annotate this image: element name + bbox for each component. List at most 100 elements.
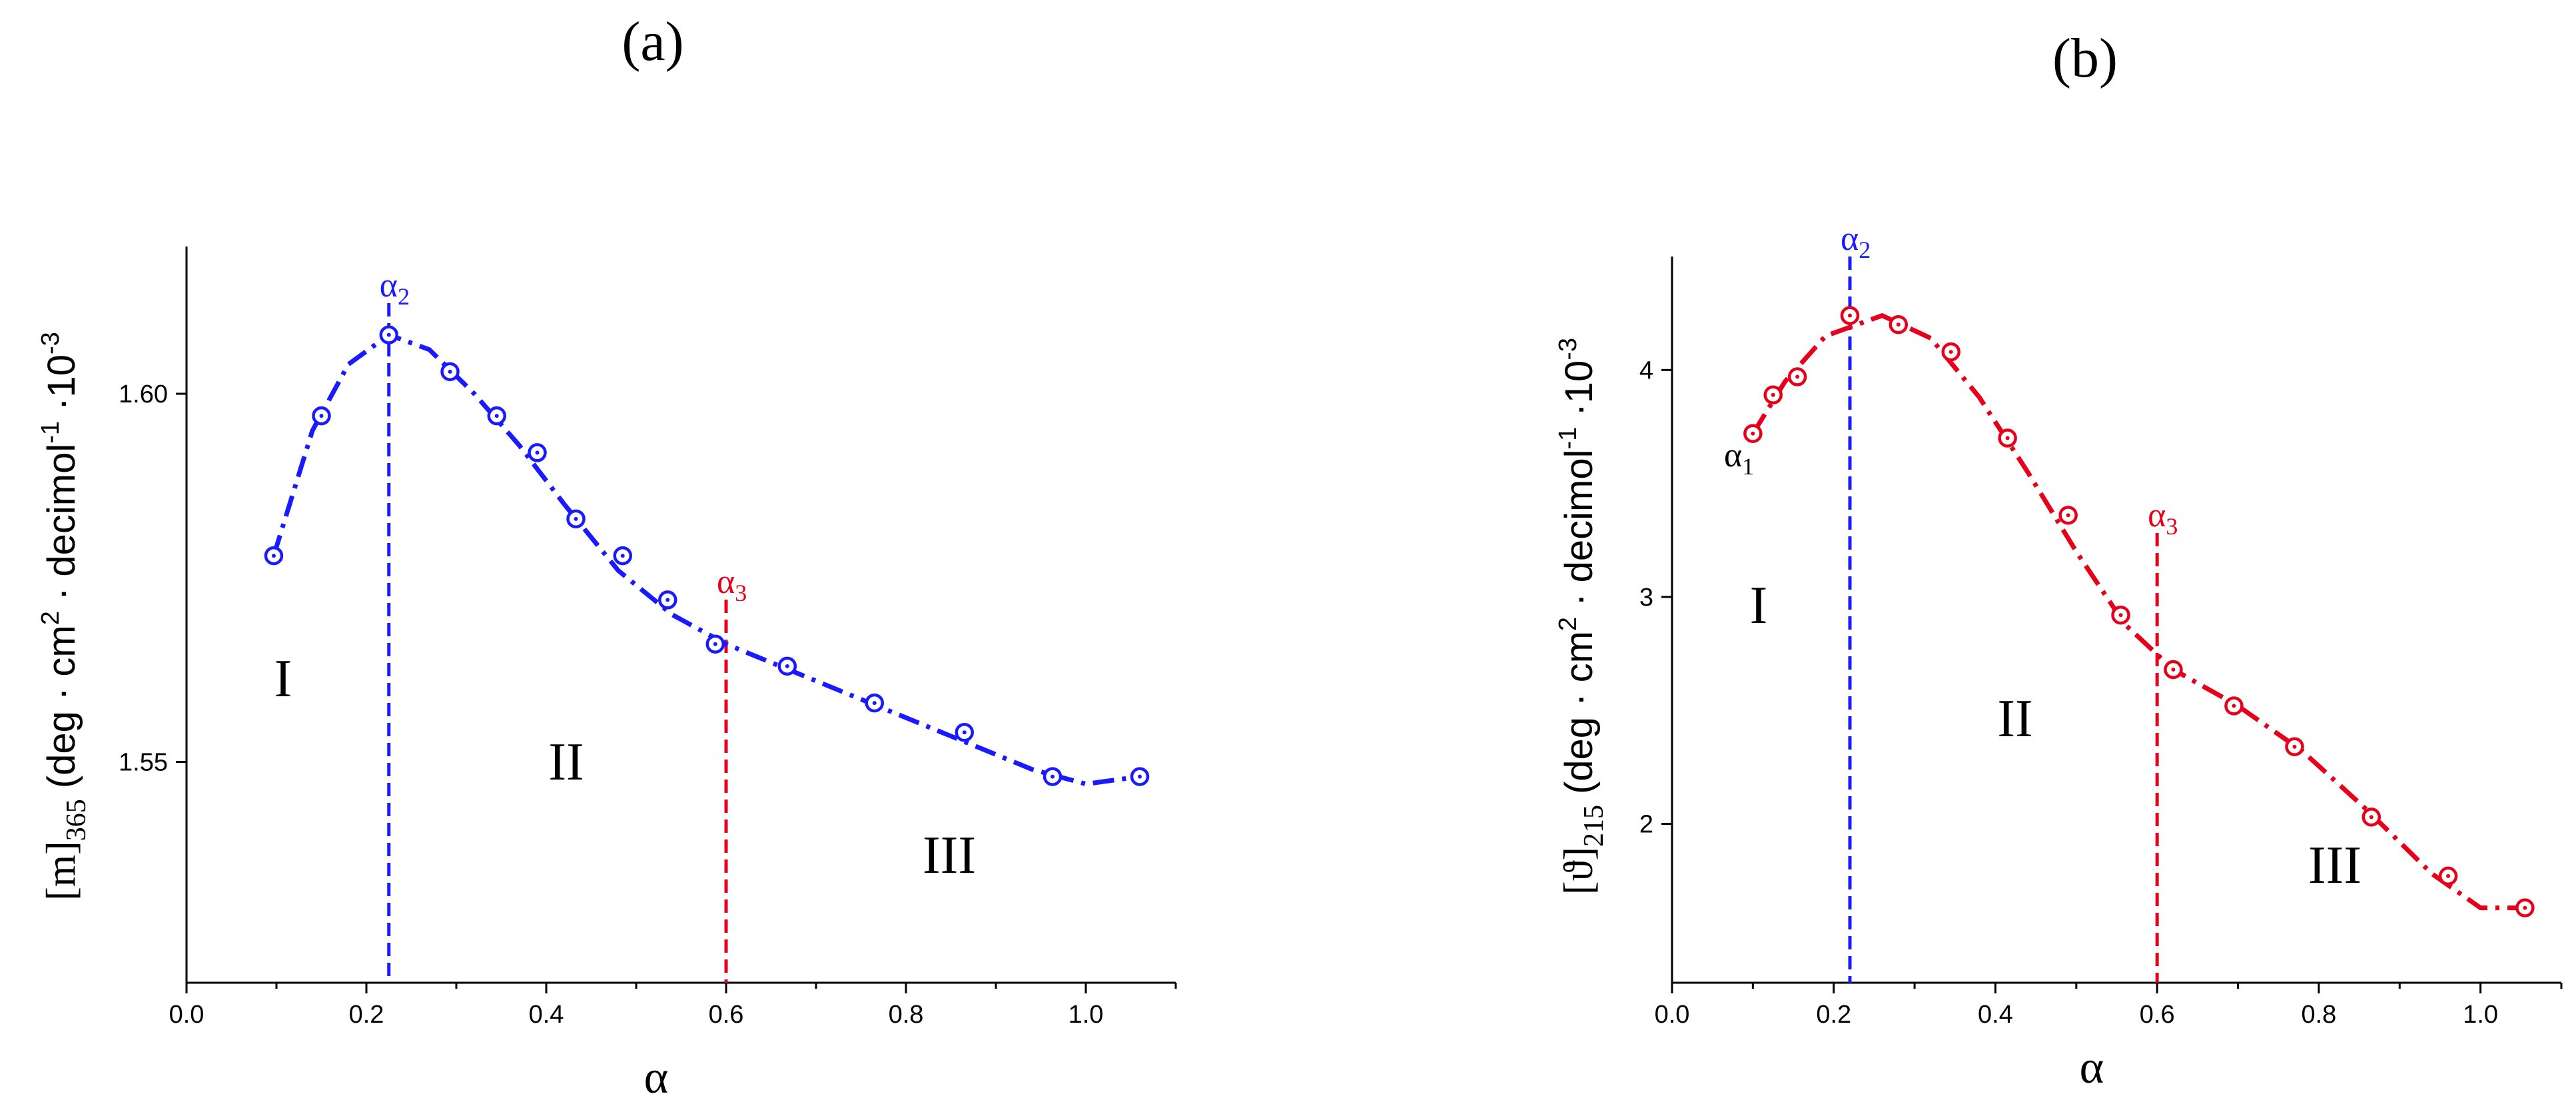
data-point-center bbox=[620, 554, 625, 558]
panel-b-alpha1-label-main: α bbox=[1724, 436, 1742, 474]
data-point-center bbox=[2066, 513, 2070, 518]
x-tick-label: 0.2 bbox=[1816, 1001, 1851, 1029]
panel-a-y-ticks: 1.55 1.60 bbox=[119, 380, 187, 777]
x-tick-label: 0.0 bbox=[1655, 1001, 1690, 1029]
x-tick-label: 0.8 bbox=[889, 1001, 924, 1029]
data-point-center bbox=[1795, 374, 1800, 379]
panel-a-y-title-sub: 365 bbox=[61, 799, 92, 841]
vline-label-main: α bbox=[380, 267, 398, 304]
vline-label-sub: 3 bbox=[735, 580, 747, 606]
panel-b-y-title-mid: · decimol bbox=[1557, 450, 1601, 617]
data-point-center bbox=[1138, 774, 1142, 779]
vline-label-sub: 2 bbox=[1859, 237, 1871, 263]
x-tick-label: 0.0 bbox=[169, 1001, 205, 1029]
vline-label-main: α bbox=[1841, 220, 1859, 258]
panel-b-y-title-tail: ·10 bbox=[1557, 360, 1601, 427]
panel-a-y-title-supneg3: -3 bbox=[37, 332, 65, 354]
vline-label-sub: 2 bbox=[398, 283, 410, 310]
data-point-center bbox=[713, 642, 717, 646]
panel-a-y-title-tail: ·10 bbox=[40, 354, 83, 421]
panel-b-x-ticks: 0.0 0.2 0.4 0.6 0.8 1.0 bbox=[1655, 983, 2563, 1029]
y-tick-label: 4 bbox=[1639, 356, 1653, 384]
data-point-center bbox=[2523, 905, 2527, 910]
vline-label-alpha3: α3 bbox=[717, 563, 747, 606]
x-tick-label: 0.4 bbox=[529, 1001, 564, 1029]
vline-label-main: α bbox=[717, 563, 735, 601]
vline-label-sub: 3 bbox=[2166, 513, 2178, 540]
panel-b: (b) 0.0 0.2 0.4 0.6 0.8 1.0 2 3 4 α [ϑ]215 (deg … bbox=[1554, 27, 2563, 1093]
y-tick-label: 1.60 bbox=[119, 380, 168, 408]
data-point-center bbox=[2292, 744, 2297, 749]
data-point-center bbox=[1948, 350, 1953, 354]
vline-label-main: α bbox=[2148, 496, 2166, 534]
panel-a-y-title-main: [m] bbox=[39, 841, 84, 901]
x-tick-label: 0.6 bbox=[709, 1001, 744, 1029]
vline-label-alpha2: α2 bbox=[380, 267, 410, 310]
data-point-center bbox=[494, 414, 499, 418]
x-tick-label: 1.0 bbox=[1069, 1001, 1104, 1029]
data-point-center bbox=[1771, 392, 1775, 397]
panel-b-y-title-supneg1: -1 bbox=[1554, 427, 1582, 450]
vline-label-alpha2: α2 bbox=[1841, 220, 1871, 263]
panel-b-x-title: α bbox=[2080, 1042, 2104, 1093]
panel-b-y-title-supneg3: -3 bbox=[1554, 338, 1582, 360]
panel-a-region-3: III bbox=[923, 826, 976, 885]
data-point-center bbox=[535, 450, 540, 455]
panel-b-fit-line bbox=[1751, 313, 2525, 911]
data-point-center bbox=[785, 664, 789, 668]
data-point-center bbox=[1051, 774, 1055, 779]
panel-b-alpha1-label-sub: 1 bbox=[1742, 453, 1754, 480]
data-point-center bbox=[1848, 313, 1852, 318]
panel-a-y-title-mid: · decimol bbox=[40, 444, 83, 611]
panel-b-region-3: III bbox=[2308, 836, 2361, 895]
data-point-center bbox=[2369, 815, 2373, 820]
panel-a-y-title-sup2: 2 bbox=[37, 611, 65, 625]
data-point-center bbox=[2118, 613, 2123, 618]
x-tick-label: 0.8 bbox=[2301, 1001, 2336, 1029]
panel-b-y-ticks: 2 3 4 bbox=[1639, 356, 1672, 839]
panel-a-points bbox=[264, 325, 1150, 786]
data-point-center bbox=[2446, 873, 2451, 878]
data-point-center bbox=[872, 701, 877, 706]
panel-b-region-2: II bbox=[1997, 690, 2032, 748]
x-tick-label: 0.2 bbox=[349, 1001, 384, 1029]
y-tick-label: 1.55 bbox=[119, 749, 168, 777]
data-point-center bbox=[2232, 704, 2236, 708]
panel-b-y-title: [ϑ]215 (deg · cm2 · decimol-1 ·10-3 bbox=[1554, 338, 1609, 895]
panel-a-region-1: I bbox=[274, 650, 292, 708]
data-point-center bbox=[665, 598, 670, 602]
panel-b-region-1: I bbox=[1750, 576, 1768, 635]
panel-b-label: (b) bbox=[2052, 27, 2118, 89]
data-point-center bbox=[1896, 322, 1901, 327]
panel-a-y-title-rest: (deg · cm bbox=[40, 625, 83, 788]
x-tick-label: 0.4 bbox=[1978, 1001, 2013, 1029]
panel-a-label: (a) bbox=[622, 11, 683, 73]
panel-a-y-title: [m]365 (deg · cm2 · decimol-1 ·10-3 bbox=[37, 332, 92, 901]
x-tick-label: 0.6 bbox=[2140, 1001, 2175, 1029]
data-point-center bbox=[271, 554, 276, 558]
data-point-center bbox=[386, 332, 391, 337]
panel-b-y-title-main: [ϑ] bbox=[1556, 847, 1601, 895]
panel-a-region-2: II bbox=[548, 733, 584, 792]
panel-a-fit-line bbox=[271, 332, 1140, 787]
data-point-center bbox=[319, 414, 324, 418]
panel-a-y-title-supneg1: -1 bbox=[37, 421, 65, 444]
x-tick-label: 1.0 bbox=[2463, 1001, 2498, 1029]
panel-b-y-title-rest: (deg · cm bbox=[1557, 631, 1601, 794]
panel-b-y-title-sup2: 2 bbox=[1554, 617, 1582, 631]
panel-a-x-ticks: 0.0 0.2 0.4 0.6 0.8 1.0 bbox=[169, 983, 1177, 1029]
data-point-center bbox=[962, 730, 967, 735]
panel-a-x-title: α bbox=[644, 1052, 669, 1103]
vline-label-alpha3: α3 bbox=[2148, 496, 2178, 540]
panel-a: (a) 0.0 0.2 0.4 0.6 0.8 1.0 1.55 1.60 α [m]365… bbox=[37, 11, 1177, 1103]
panel-b-alpha1-label: α1 bbox=[1724, 436, 1754, 480]
data-point-center bbox=[2005, 436, 2010, 440]
data-point-center bbox=[574, 516, 578, 521]
data-point-center bbox=[2171, 667, 2176, 672]
y-tick-label: 2 bbox=[1639, 811, 1653, 839]
panel-b-y-title-sub: 215 bbox=[1579, 805, 1609, 847]
data-point-center bbox=[1751, 431, 1755, 436]
